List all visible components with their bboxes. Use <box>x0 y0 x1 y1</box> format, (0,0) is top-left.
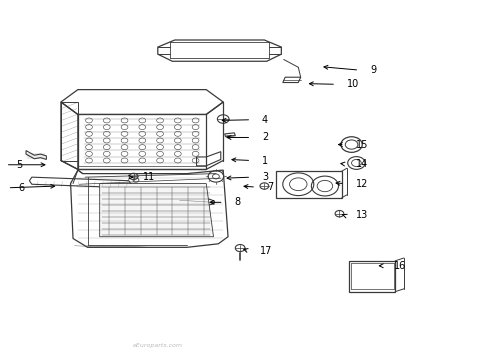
Text: 11: 11 <box>143 172 155 182</box>
Text: 13: 13 <box>355 211 368 220</box>
Text: 6: 6 <box>18 183 24 193</box>
Text: eEuroparts.com: eEuroparts.com <box>133 343 183 348</box>
Text: 12: 12 <box>355 179 368 189</box>
Text: 17: 17 <box>260 246 272 256</box>
Polygon shape <box>99 184 214 237</box>
Text: 3: 3 <box>262 172 268 182</box>
Text: 2: 2 <box>262 132 268 143</box>
Text: 15: 15 <box>355 140 368 149</box>
Text: 8: 8 <box>234 197 241 207</box>
Text: 4: 4 <box>262 115 268 125</box>
Text: 5: 5 <box>16 160 23 170</box>
Text: 9: 9 <box>370 65 376 75</box>
Text: 1: 1 <box>262 156 268 166</box>
Text: 16: 16 <box>394 261 407 271</box>
Text: 7: 7 <box>267 182 273 192</box>
Text: 10: 10 <box>347 79 359 89</box>
Text: 14: 14 <box>355 159 368 169</box>
